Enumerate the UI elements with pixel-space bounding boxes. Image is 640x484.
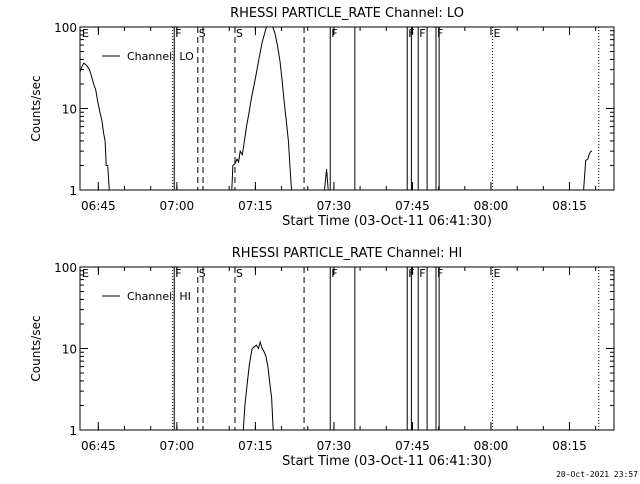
event-label: F bbox=[437, 27, 443, 40]
event-label: S bbox=[199, 267, 206, 280]
chart-title: RHESSI PARTICLE_RATE Channel: LO bbox=[230, 6, 464, 21]
x-tick-label: 07:30 bbox=[317, 439, 352, 453]
event-label: S bbox=[199, 27, 206, 40]
x-tick-label: 07:45 bbox=[395, 199, 430, 213]
legend-entry: Channel: HI bbox=[127, 290, 191, 303]
event-label: F bbox=[419, 27, 425, 40]
y-tick-label: 10 bbox=[62, 343, 77, 357]
event-label: F bbox=[331, 27, 337, 40]
y-axis-label: Counts/sec bbox=[29, 315, 43, 381]
x-axis-label: Start Time (03-Oct-11 06:41:30) bbox=[282, 214, 492, 229]
x-tick-label: 08:00 bbox=[474, 199, 509, 213]
event-label: F bbox=[331, 267, 337, 280]
x-tick-label: 06:45 bbox=[81, 199, 116, 213]
y-axis-label: Counts/sec bbox=[29, 75, 43, 141]
event-label: F bbox=[175, 267, 181, 280]
series-line bbox=[272, 26, 292, 191]
series-line bbox=[231, 26, 267, 191]
y-tick-label: 1 bbox=[69, 184, 77, 198]
event-label: E bbox=[494, 27, 501, 40]
series-line bbox=[324, 169, 329, 191]
plot-timestamp: 20-Oct-2021 23:57 bbox=[556, 470, 638, 479]
series-line bbox=[583, 150, 592, 191]
x-tick-label: 08:00 bbox=[474, 439, 509, 453]
x-tick-label: 07:00 bbox=[160, 439, 195, 453]
x-tick-label: 06:45 bbox=[81, 439, 116, 453]
event-label: S bbox=[236, 27, 243, 40]
y-tick-label: 100 bbox=[54, 21, 77, 35]
series-line bbox=[79, 62, 110, 191]
x-tick-label: 07:30 bbox=[317, 199, 352, 213]
legend-entry: Channel: LO bbox=[127, 50, 194, 63]
event-label: E bbox=[82, 27, 89, 40]
y-tick-label: 100 bbox=[54, 261, 77, 275]
event-label: F bbox=[175, 27, 181, 40]
event-label: F bbox=[419, 267, 425, 280]
x-tick-label: 08:15 bbox=[552, 439, 587, 453]
event-label: E bbox=[494, 267, 501, 280]
x-axis-label: Start Time (03-Oct-11 06:41:30) bbox=[282, 454, 492, 469]
y-tick-label: 10 bbox=[62, 103, 77, 117]
series-line bbox=[242, 340, 274, 431]
event-label: S bbox=[236, 267, 243, 280]
chart-title: RHESSI PARTICLE_RATE Channel: HI bbox=[232, 246, 462, 261]
event-label: E bbox=[82, 267, 89, 280]
y-tick-label: 1 bbox=[69, 424, 77, 438]
x-tick-label: 08:15 bbox=[552, 199, 587, 213]
x-tick-label: 07:45 bbox=[395, 439, 430, 453]
x-tick-label: 07:15 bbox=[238, 439, 273, 453]
x-tick-label: 07:15 bbox=[238, 199, 273, 213]
panel-lo: RHESSI PARTICLE_RATE Channel: LO 1 10 100 06… bbox=[29, 6, 615, 229]
x-tick-label: 07:00 bbox=[160, 199, 195, 213]
panel-hi: RHESSI PARTICLE_RATE Channel: HI 1 10 100 06… bbox=[29, 246, 615, 469]
event-label: F bbox=[437, 267, 443, 280]
